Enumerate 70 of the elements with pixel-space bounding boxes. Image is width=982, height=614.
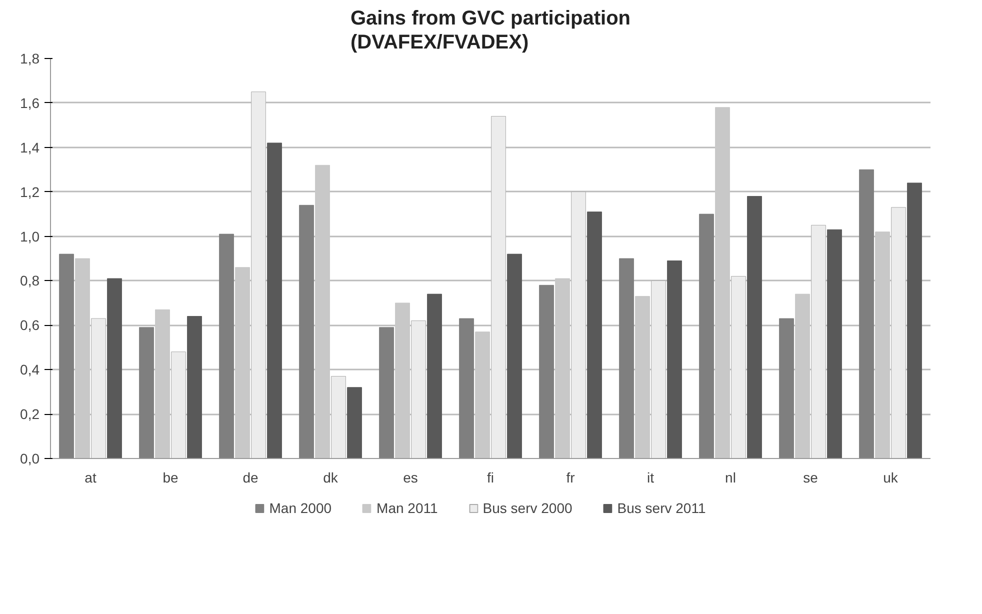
y-tick-label: 1,4 [20, 139, 40, 156]
bar [315, 164, 330, 458]
bar [491, 116, 506, 458]
bar [827, 229, 842, 458]
bar [507, 254, 522, 458]
bar [347, 387, 362, 458]
bar [779, 318, 794, 458]
bar [699, 214, 714, 458]
bar [619, 258, 634, 458]
bar [139, 327, 154, 458]
bar [475, 332, 490, 458]
legend-label: Man 2011 [376, 500, 438, 516]
x-tick-label: es [403, 470, 418, 486]
x-tick-label: fi [487, 470, 494, 486]
bar [635, 296, 650, 458]
bar [427, 294, 442, 458]
bar [219, 234, 234, 458]
bar [651, 280, 666, 458]
bar [91, 318, 106, 458]
bar [747, 196, 762, 458]
bar [187, 316, 202, 458]
bar [331, 376, 346, 458]
x-tick-label: fr [566, 470, 576, 486]
bar [155, 309, 170, 458]
legend-label: Man 2000 [269, 500, 332, 516]
x-tick-label: dk [323, 470, 339, 486]
y-tick-label: 0,8 [20, 272, 40, 289]
x-tick-label: at [84, 470, 96, 486]
y-tick-label: 0,0 [20, 450, 40, 466]
x-tick-label: it [647, 470, 654, 486]
bar [891, 207, 906, 458]
bar [251, 92, 266, 458]
bar [171, 352, 186, 458]
bar [267, 142, 282, 458]
bar [859, 169, 874, 458]
bar [875, 232, 890, 458]
bar [667, 260, 682, 458]
bar [587, 212, 602, 458]
legend-label: Bus serv 2011 [617, 500, 706, 516]
y-tick-label: 1,6 [20, 94, 40, 111]
y-tick-label: 1,8 [20, 50, 40, 66]
bar [107, 278, 122, 458]
bar [235, 267, 250, 458]
x-tick-label: nl [725, 470, 736, 486]
x-tick-label: uk [883, 470, 899, 486]
bar [539, 284, 554, 458]
y-tick-label: 0,2 [20, 406, 40, 422]
bar [411, 320, 426, 458]
bar [731, 276, 746, 458]
y-tick-label: 1,2 [20, 184, 40, 200]
bar [379, 327, 394, 458]
x-tick-label: de [242, 470, 258, 486]
bar [907, 182, 922, 458]
bar [555, 278, 570, 458]
x-tick-label: be [162, 470, 178, 486]
chart-title: Gains from GVC participation (DVAFEX/FVADEX) [350, 7, 631, 54]
y-tick-label: 0,6 [20, 317, 40, 334]
bar [811, 224, 826, 458]
x-tick-label: se [803, 470, 818, 486]
bar [75, 258, 90, 458]
bar [59, 254, 74, 458]
bar [715, 107, 730, 458]
bar [459, 318, 474, 458]
legend-label: Bus serv 2000 [482, 500, 572, 516]
bar [795, 294, 810, 458]
y-tick-label: 1,0 [20, 228, 40, 244]
bar [395, 302, 410, 458]
bar [571, 192, 586, 458]
y-tick-label: 0,4 [20, 362, 40, 378]
bar [299, 204, 314, 458]
